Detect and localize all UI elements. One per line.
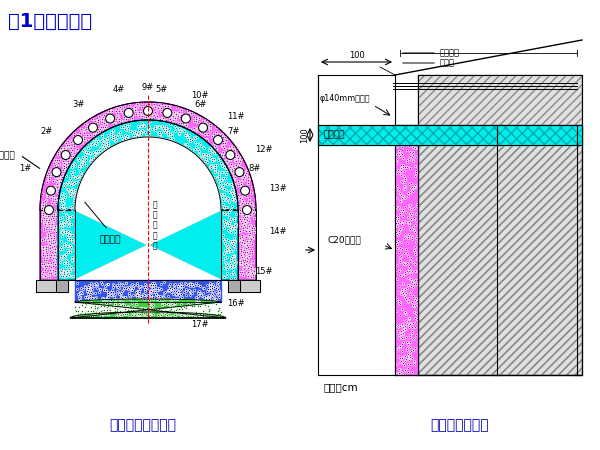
Text: 3#: 3# — [73, 100, 85, 109]
Circle shape — [214, 135, 223, 144]
Polygon shape — [318, 75, 395, 125]
Text: 12#: 12# — [254, 144, 272, 153]
Circle shape — [124, 108, 133, 117]
Circle shape — [143, 107, 152, 116]
Text: 设计长度: 设计长度 — [440, 49, 460, 58]
Text: 明洞衬砌: 明洞衬砌 — [100, 235, 121, 244]
Text: 明洞衬砌: 明洞衬砌 — [323, 130, 344, 140]
Text: C20砼套拱: C20砼套拱 — [0, 150, 15, 159]
Circle shape — [46, 186, 55, 195]
Text: 洞口横断面示意图: 洞口横断面示意图 — [110, 418, 176, 432]
Circle shape — [61, 150, 70, 159]
Polygon shape — [228, 280, 240, 292]
Polygon shape — [75, 137, 221, 280]
Text: 5#: 5# — [155, 86, 167, 94]
Polygon shape — [418, 125, 582, 375]
Circle shape — [199, 123, 208, 132]
Polygon shape — [40, 102, 256, 280]
Polygon shape — [75, 280, 221, 302]
Text: 8#: 8# — [248, 164, 260, 173]
Circle shape — [163, 108, 172, 117]
Circle shape — [52, 167, 61, 176]
Polygon shape — [318, 125, 582, 145]
Text: 4#: 4# — [113, 86, 125, 94]
Circle shape — [44, 206, 53, 215]
Circle shape — [73, 135, 82, 144]
Polygon shape — [418, 75, 582, 375]
Circle shape — [242, 206, 251, 215]
Text: 长管棚: 长管棚 — [440, 58, 455, 68]
Text: φ140mm孔口管: φ140mm孔口管 — [320, 94, 371, 103]
Circle shape — [88, 123, 97, 132]
Polygon shape — [240, 280, 260, 292]
Text: 100: 100 — [300, 127, 309, 143]
Text: 2#: 2# — [40, 127, 53, 136]
Circle shape — [235, 167, 244, 176]
Text: 16#: 16# — [227, 299, 245, 308]
Text: 13#: 13# — [269, 184, 287, 194]
Circle shape — [226, 150, 235, 159]
Polygon shape — [58, 120, 238, 280]
Polygon shape — [56, 280, 68, 292]
Circle shape — [106, 114, 115, 123]
Polygon shape — [395, 125, 418, 375]
Polygon shape — [70, 299, 226, 318]
Text: 10#: 10# — [191, 91, 208, 100]
Circle shape — [181, 114, 190, 123]
Text: 洞口侧面示意图: 洞口侧面示意图 — [431, 418, 490, 432]
Text: C20砼套拱: C20砼套拱 — [328, 235, 362, 244]
Text: 14#: 14# — [269, 227, 287, 236]
Text: 17#: 17# — [191, 320, 208, 329]
Text: 1#: 1# — [19, 164, 31, 173]
Text: 15#: 15# — [254, 266, 272, 275]
Text: 隧
道
中
心
线: 隧 道 中 心 线 — [153, 200, 158, 251]
Text: 100: 100 — [349, 51, 364, 60]
Text: 7#: 7# — [227, 127, 239, 136]
Text: 单位：cm: 单位：cm — [323, 382, 358, 392]
Text: 6#: 6# — [194, 100, 207, 109]
Text: 11#: 11# — [227, 112, 245, 121]
Circle shape — [241, 186, 250, 195]
Text: 9#: 9# — [142, 84, 154, 93]
Polygon shape — [36, 280, 56, 292]
Text: （1）洞口施工: （1）洞口施工 — [8, 12, 92, 31]
